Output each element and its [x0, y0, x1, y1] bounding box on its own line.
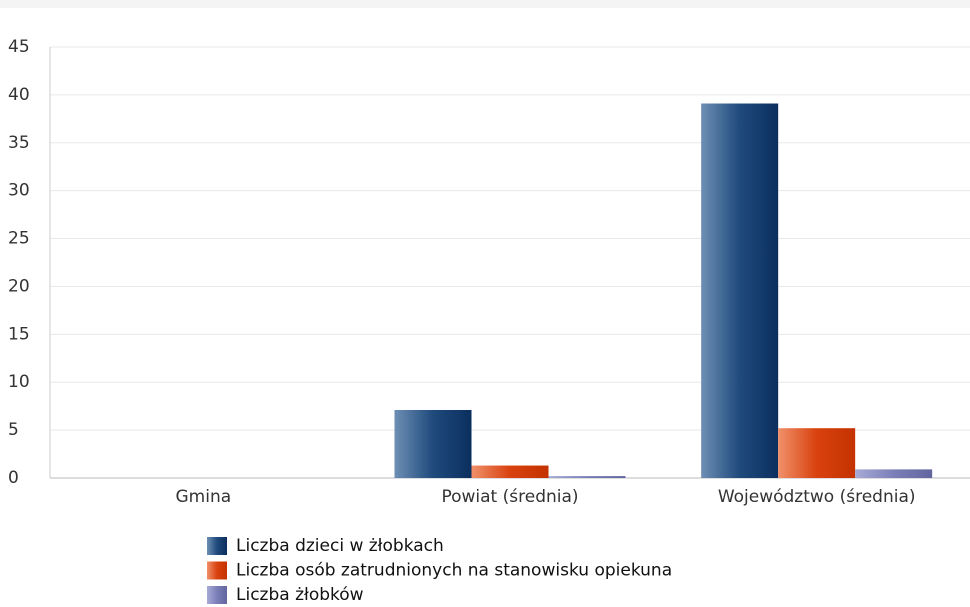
legend-swatch — [207, 537, 227, 555]
y-tick-label: 35 — [8, 133, 30, 153]
y-tick-label: 45 — [8, 37, 30, 57]
y-tick-label: 20 — [8, 276, 30, 296]
y-tick-label: 15 — [8, 324, 30, 344]
y-tick-label: 30 — [8, 181, 30, 201]
y-tick-label: 25 — [8, 229, 30, 249]
bar — [701, 103, 779, 479]
y-tick-label: 5 — [8, 420, 19, 440]
legend-swatch — [207, 561, 227, 580]
header-band — [0, 0, 970, 8]
legend-label: Liczba osób zatrudnionych na stanowisku … — [236, 561, 672, 581]
x-tick-label: Powiat (średnia) — [441, 487, 578, 507]
y-tick-label: 10 — [8, 372, 30, 392]
legend-label: Liczba żłobków — [236, 585, 364, 605]
legend-swatch — [207, 586, 227, 604]
bar — [471, 465, 549, 478]
x-tick-label: Województwo (średnia) — [718, 487, 916, 507]
legend-label: Liczba dzieci w żłobkach — [236, 536, 444, 556]
y-tick-label: 0 — [8, 468, 19, 488]
bar — [855, 469, 933, 478]
bar — [548, 476, 626, 478]
y-tick-label: 40 — [8, 85, 30, 105]
bar — [394, 409, 472, 478]
bar — [778, 428, 856, 478]
x-tick-label: Gmina — [176, 487, 232, 507]
